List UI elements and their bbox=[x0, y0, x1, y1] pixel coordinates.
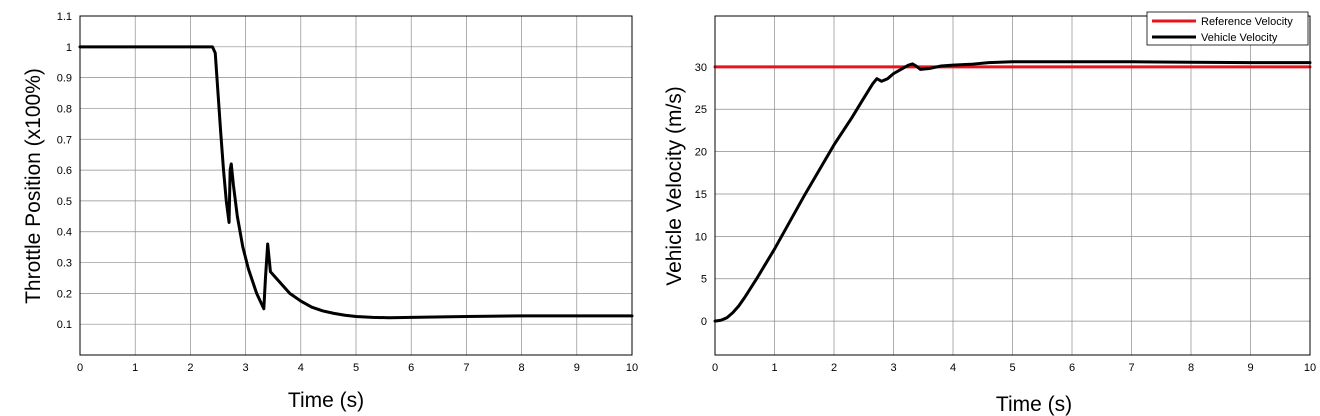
y-tick-label: 0.7 bbox=[57, 134, 72, 146]
x-axis-label: Time (s) bbox=[288, 389, 364, 412]
x-tick-label: 8 bbox=[1188, 362, 1194, 374]
y-tick-label: 5 bbox=[701, 274, 707, 286]
vehicle-velocity-line bbox=[713, 60, 1312, 323]
y-tick-label: 0.3 bbox=[57, 258, 72, 270]
axes-frame bbox=[79, 15, 633, 356]
x-axis-label: Time (s) bbox=[996, 393, 1072, 416]
x-tick-label: 4 bbox=[950, 362, 956, 374]
y-tick-label: 0.1 bbox=[57, 319, 72, 331]
y-tick-label: 1 bbox=[66, 42, 72, 54]
legend-box bbox=[1146, 11, 1309, 46]
series-line-0 bbox=[78, 45, 634, 320]
x-tick-label: 7 bbox=[463, 362, 469, 374]
y-tick-labels: 0.1 0.2 0.3 0.4 0.5 0.6 0.7 0.8 0.9 1 1.1 bbox=[57, 11, 72, 331]
legend: Reference Velocity Vehicle Velocity bbox=[1146, 11, 1309, 46]
x-tick-label: 8 bbox=[519, 362, 525, 374]
y-tick-label: 25 bbox=[695, 104, 707, 116]
series-layer bbox=[78, 45, 634, 320]
axes-frame bbox=[714, 15, 1311, 356]
x-tick-label: 6 bbox=[408, 362, 414, 374]
x-tick-labels: 0 1 2 3 4 5 6 7 8 9 10 bbox=[77, 362, 638, 374]
x-tick-label: 2 bbox=[831, 362, 837, 374]
y-tick-label: 0.9 bbox=[57, 73, 72, 85]
x-tick-label: 3 bbox=[243, 362, 249, 374]
x-tick-label: 9 bbox=[574, 362, 580, 374]
throttle-plot: 0 1 2 3 4 5 6 7 8 9 10 0.1 0.2 0.3 0.4 0.5 0.6 0.7 0.8 0.9… bbox=[22, 11, 638, 412]
y-tick-label: 10 bbox=[695, 231, 707, 243]
y-axis-label: Throttle Position (x100%) bbox=[22, 68, 45, 304]
x-tick-label: 5 bbox=[353, 362, 359, 374]
x-tick-label: 2 bbox=[187, 362, 193, 374]
y-tick-label: 20 bbox=[695, 147, 707, 159]
y-tick-label: 15 bbox=[695, 189, 707, 201]
y-tick-label: 0.4 bbox=[57, 227, 72, 239]
y-tick-label: 0.2 bbox=[57, 288, 72, 300]
x-tick-label: 1 bbox=[132, 362, 138, 374]
y-tick-label: 0.8 bbox=[57, 103, 72, 115]
y-tick-label: 1.1 bbox=[57, 11, 72, 23]
y-tick-label: 0.6 bbox=[57, 165, 72, 177]
x-tick-label: 9 bbox=[1247, 362, 1253, 374]
x-tick-label: 10 bbox=[1304, 362, 1316, 374]
legend-label-vehicle: Vehicle Velocity bbox=[1201, 32, 1278, 44]
x-tick-label: 1 bbox=[771, 362, 777, 374]
x-tick-label: 6 bbox=[1069, 362, 1075, 374]
x-tick-labels: 0 1 2 3 4 5 6 7 8 9 10 bbox=[712, 362, 1316, 374]
x-tick-label: 3 bbox=[890, 362, 896, 374]
y-tick-labels: 0 5 10 15 20 25 30 bbox=[695, 62, 707, 328]
x-tick-label: 10 bbox=[626, 362, 638, 374]
legend-label-reference: Reference Velocity bbox=[1201, 16, 1293, 28]
y-axis-label: Vehicle Velocity (m/s) bbox=[663, 86, 686, 286]
x-tick-label: 5 bbox=[1009, 362, 1015, 374]
y-tick-label: 0 bbox=[701, 316, 707, 328]
x-tick-label: 4 bbox=[298, 362, 304, 374]
y-tick-label: 0.5 bbox=[57, 196, 72, 208]
x-tick-label: 0 bbox=[712, 362, 718, 374]
x-tick-label: 0 bbox=[77, 362, 83, 374]
series-layer bbox=[713, 60, 1312, 323]
velocity-plot: 0 1 2 3 4 5 6 7 8 9 10 0 5 10 15 20 25 30 Time (s) Vehic… bbox=[663, 11, 1316, 416]
x-tick-label: 7 bbox=[1128, 362, 1134, 374]
y-tick-label: 30 bbox=[695, 62, 707, 74]
